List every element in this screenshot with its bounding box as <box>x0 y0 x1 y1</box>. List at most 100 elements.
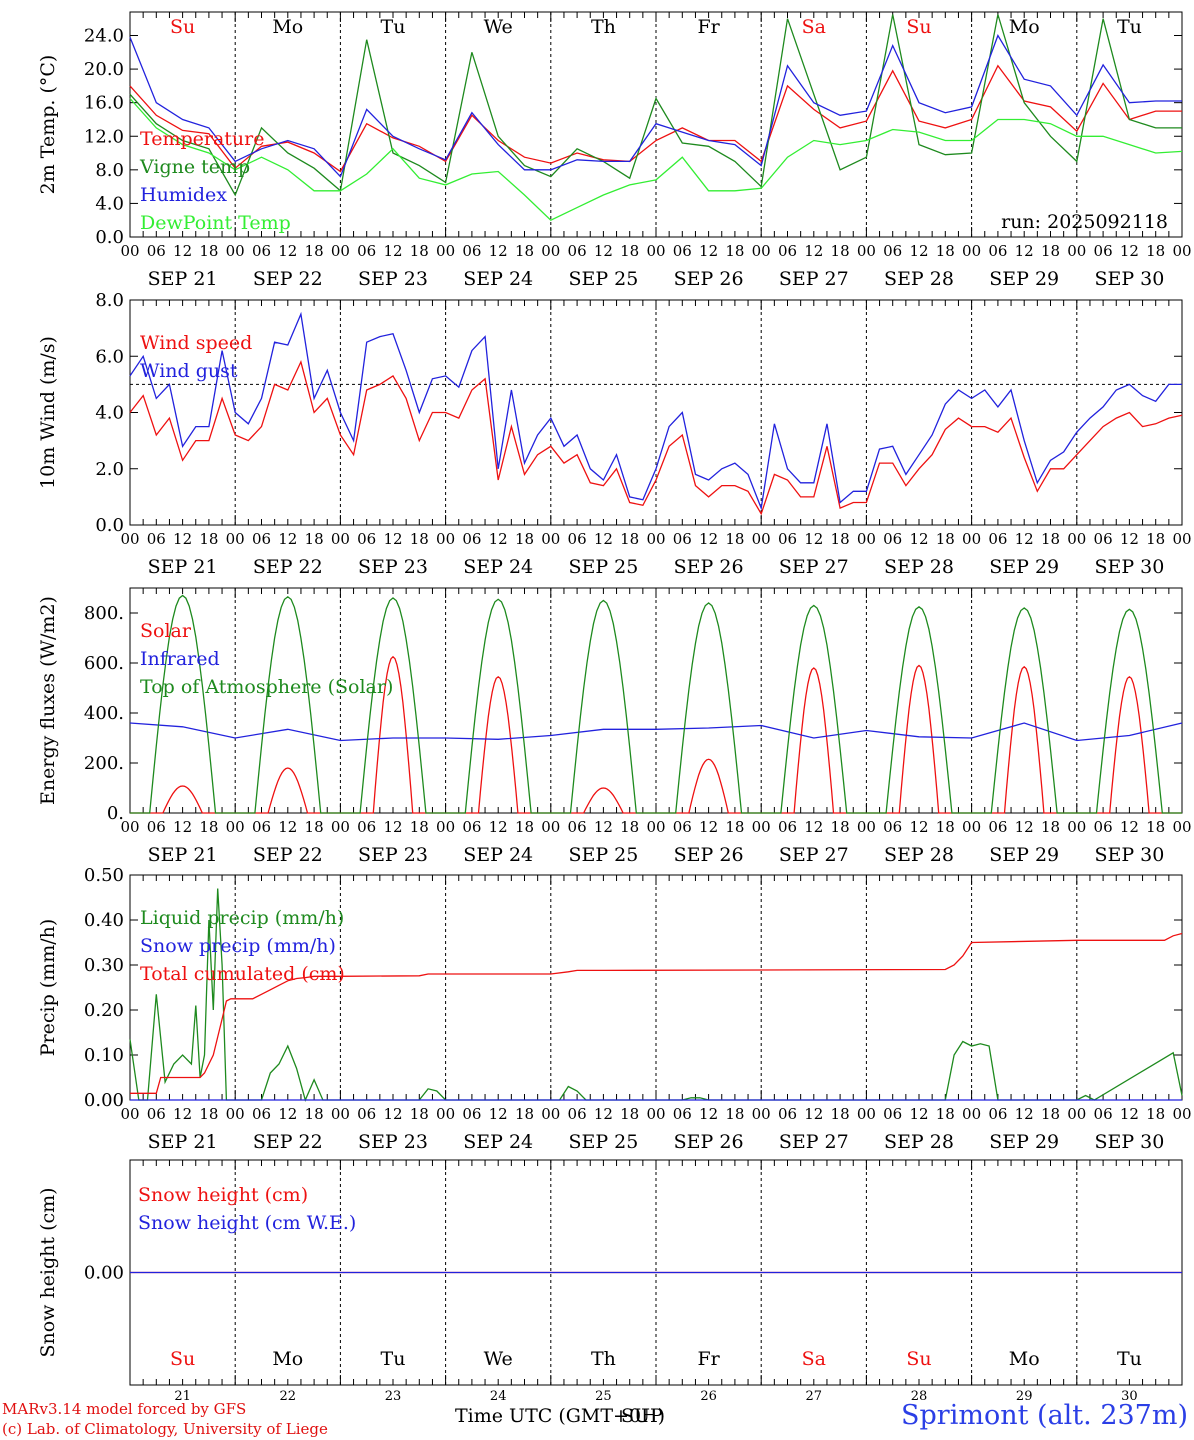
hour-tick-label: 18 <box>1041 818 1060 836</box>
panel-wind: 0.0 2.0 4.0 6.0 8.0 10m Wind (m/s) Wind speed W… <box>37 290 1192 578</box>
y-axis-label: Precip (mm/h) <box>37 919 59 1057</box>
hour-tick-label: 18 <box>620 818 639 836</box>
hour-tick-label: 06 <box>883 1105 902 1123</box>
hour-tick-label: 12 <box>1015 818 1034 836</box>
hour-tick-label: 12 <box>278 818 297 836</box>
date-label: SEP 27 <box>779 268 849 290</box>
hour-tick-label: 06 <box>1094 242 1113 260</box>
hour-tick-label: 06 <box>357 818 376 836</box>
y-axis-label: 2m Temp. (°C) <box>37 55 59 195</box>
day-name-bottom: Tu <box>1117 1348 1142 1370</box>
hour-tick-label: 06 <box>1094 1105 1113 1123</box>
day-name-bottom: Mo <box>1009 1348 1040 1370</box>
y-tick-label: 0.00 <box>84 1090 124 1111</box>
hour-tick-label: 06 <box>568 818 587 836</box>
hour-tick-label: 00 <box>857 530 876 548</box>
hour-tick-label: 18 <box>1146 818 1165 836</box>
hour-tick-label: 00 <box>436 530 455 548</box>
hour-tick-label: 18 <box>1146 242 1165 260</box>
y-tick-label: 2.0 <box>95 459 124 480</box>
hour-tick-label: 12 <box>278 242 297 260</box>
hour-tick-label: 00 <box>857 1105 876 1123</box>
hour-tick-label: 00 <box>541 530 560 548</box>
hour-tick-label: 18 <box>620 242 639 260</box>
panel-energy: 0. 200. 400. 600. 800. Energy fluxes (W/m2) So… <box>37 587 1192 866</box>
hour-tick-label: 06 <box>673 818 692 836</box>
date-label: SEP 29 <box>989 1131 1059 1153</box>
hour-tick-label: 00 <box>752 1105 771 1123</box>
legend-entry: Liquid precip (mm/h) <box>140 907 344 929</box>
hour-tick-label: 06 <box>252 530 271 548</box>
time-axis-label: Time UTC (GMT+0H) SUP <box>455 1405 665 1427</box>
day-name-top: Su <box>906 16 931 38</box>
hour-tick-label: 00 <box>226 1105 245 1123</box>
hour-tick-label: 18 <box>410 530 429 548</box>
hour-tick-label: 12 <box>1120 1105 1139 1123</box>
hour-tick-label: 12 <box>594 242 613 260</box>
series-total-cumulated-cm- <box>130 932 1183 1094</box>
hour-tick-label: 06 <box>883 818 902 836</box>
hour-tick-label: 18 <box>831 530 850 548</box>
day-name-top: Mo <box>1009 16 1040 38</box>
hour-tick-label: 00 <box>436 242 455 260</box>
hour-tick-label: 00 <box>752 818 771 836</box>
legend-entry: Vigne temp <box>139 156 250 178</box>
hour-tick-label: 06 <box>462 818 481 836</box>
series-humidex <box>129 34 1182 178</box>
hour-tick-label: 00 <box>1172 818 1191 836</box>
date-label: SEP 28 <box>884 844 954 866</box>
hour-tick-label: 12 <box>383 530 402 548</box>
hour-tick-label: 00 <box>436 1105 455 1123</box>
day-name-bottom: Th <box>591 1348 616 1370</box>
hour-tick-label: 00 <box>752 242 771 260</box>
hour-tick-label: 00 <box>226 242 245 260</box>
day-number: 29 <box>1016 1389 1033 1404</box>
hour-tick-label: 06 <box>778 242 797 260</box>
hour-tick-label: 12 <box>804 1105 823 1123</box>
y-tick-label: 0. <box>107 803 124 824</box>
hour-tick-label: 18 <box>305 242 324 260</box>
date-label: SEP 25 <box>568 556 638 578</box>
lab-credit: (c) Lab. of Climatology, University of L… <box>2 1420 328 1438</box>
series-wind-gust <box>129 311 1182 511</box>
legend-entry: DewPoint Temp <box>140 212 291 234</box>
hour-tick-label: 12 <box>278 1105 297 1123</box>
panel-precip: 0.00 0.10 0.20 0.30 0.40 0.50 Precip (mm/h) Liq… <box>37 865 1192 1153</box>
hour-tick-label: 00 <box>120 1105 139 1123</box>
y-axis-label: 10m Wind (m/s) <box>37 336 59 489</box>
hour-tick-label: 00 <box>331 818 350 836</box>
hour-tick-label: 18 <box>936 1105 955 1123</box>
hour-tick-label: 12 <box>489 818 508 836</box>
hour-tick-label: 18 <box>725 242 744 260</box>
hour-tick-label: 06 <box>673 1105 692 1123</box>
hour-tick-label: 18 <box>725 818 744 836</box>
hour-tick-label: 00 <box>1172 1105 1191 1123</box>
date-label: SEP 29 <box>989 268 1059 290</box>
day-number: 22 <box>280 1389 297 1404</box>
hour-tick-label: 18 <box>1041 1105 1060 1123</box>
hour-tick-label: 18 <box>831 818 850 836</box>
hour-tick-label: 00 <box>1067 530 1086 548</box>
hour-tick-label: 00 <box>331 1105 350 1123</box>
day-name-top: Tu <box>1117 16 1142 38</box>
y-tick-label: 12.0 <box>84 126 124 147</box>
hour-tick-label: 06 <box>462 242 481 260</box>
hour-tick-label: 12 <box>804 242 823 260</box>
y-tick-label: 20.0 <box>84 59 124 80</box>
hour-tick-label: 00 <box>541 1105 560 1123</box>
hour-tick-label: 00 <box>962 530 981 548</box>
hour-tick-label: 00 <box>962 818 981 836</box>
hour-tick-label: 12 <box>699 818 718 836</box>
y-tick-label: 24.0 <box>84 26 124 47</box>
date-label: SEP 22 <box>253 268 323 290</box>
hour-tick-label: 06 <box>778 818 797 836</box>
day-name-bottom: Sa <box>802 1348 826 1370</box>
date-label: SEP 28 <box>884 556 954 578</box>
y-tick-label: 600. <box>84 653 124 674</box>
hour-tick-label: 12 <box>909 818 928 836</box>
hour-tick-label: 00 <box>857 818 876 836</box>
hour-tick-label: 18 <box>1146 530 1165 548</box>
hour-tick-label: 12 <box>804 530 823 548</box>
day-number: 28 <box>911 1389 928 1404</box>
y-axis-label: Energy fluxes (W/m2) <box>37 596 59 805</box>
